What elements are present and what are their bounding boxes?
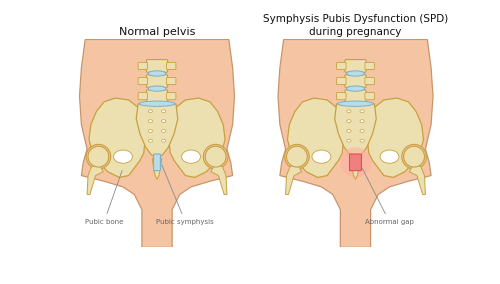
Ellipse shape xyxy=(114,150,132,163)
Polygon shape xyxy=(351,158,360,179)
FancyBboxPatch shape xyxy=(336,62,346,70)
Text: Pubic symphysis: Pubic symphysis xyxy=(156,165,214,225)
Ellipse shape xyxy=(148,86,166,91)
Polygon shape xyxy=(211,166,227,195)
Circle shape xyxy=(286,146,308,167)
Ellipse shape xyxy=(148,71,166,76)
Circle shape xyxy=(204,144,228,169)
Ellipse shape xyxy=(340,147,371,178)
FancyBboxPatch shape xyxy=(166,93,176,100)
FancyBboxPatch shape xyxy=(345,60,366,72)
FancyBboxPatch shape xyxy=(365,93,374,100)
Ellipse shape xyxy=(148,110,152,113)
Polygon shape xyxy=(288,98,343,178)
Polygon shape xyxy=(80,39,234,247)
Polygon shape xyxy=(278,39,433,247)
Ellipse shape xyxy=(139,101,175,106)
Ellipse shape xyxy=(360,139,364,142)
Polygon shape xyxy=(410,166,426,195)
FancyBboxPatch shape xyxy=(146,90,168,103)
Ellipse shape xyxy=(338,101,374,106)
Polygon shape xyxy=(286,166,302,195)
Ellipse shape xyxy=(312,150,331,163)
Polygon shape xyxy=(152,158,162,179)
FancyBboxPatch shape xyxy=(365,78,374,85)
Ellipse shape xyxy=(346,86,364,91)
Text: Pubic bone: Pubic bone xyxy=(85,171,124,225)
Polygon shape xyxy=(136,104,178,158)
Ellipse shape xyxy=(380,150,399,163)
Ellipse shape xyxy=(360,130,364,132)
Circle shape xyxy=(86,144,110,169)
Ellipse shape xyxy=(360,110,364,113)
Ellipse shape xyxy=(162,120,166,122)
FancyBboxPatch shape xyxy=(166,62,176,70)
Circle shape xyxy=(284,144,309,169)
FancyBboxPatch shape xyxy=(154,154,160,171)
Polygon shape xyxy=(170,98,225,178)
Circle shape xyxy=(408,151,420,162)
Polygon shape xyxy=(368,98,424,178)
FancyBboxPatch shape xyxy=(345,75,366,87)
FancyBboxPatch shape xyxy=(146,75,168,87)
FancyBboxPatch shape xyxy=(365,62,374,70)
Polygon shape xyxy=(87,166,103,195)
Polygon shape xyxy=(89,98,144,178)
Ellipse shape xyxy=(182,150,201,163)
FancyBboxPatch shape xyxy=(138,62,147,70)
Ellipse shape xyxy=(162,130,166,132)
Title: Symphysis Pubis Dysfunction (SPD)
during pregnancy: Symphysis Pubis Dysfunction (SPD) during… xyxy=(263,14,448,37)
FancyBboxPatch shape xyxy=(138,78,147,85)
Ellipse shape xyxy=(346,71,364,76)
Circle shape xyxy=(210,151,222,162)
Polygon shape xyxy=(334,104,376,158)
Circle shape xyxy=(205,146,226,167)
Ellipse shape xyxy=(162,110,166,113)
FancyBboxPatch shape xyxy=(350,154,362,171)
Ellipse shape xyxy=(347,120,351,122)
Circle shape xyxy=(92,151,104,162)
Ellipse shape xyxy=(347,130,351,132)
Ellipse shape xyxy=(347,110,351,113)
Ellipse shape xyxy=(360,120,364,122)
Ellipse shape xyxy=(347,139,351,142)
FancyBboxPatch shape xyxy=(336,93,346,100)
Title: Normal pelvis: Normal pelvis xyxy=(119,27,195,37)
Ellipse shape xyxy=(148,120,152,122)
Text: Abnormal gap: Abnormal gap xyxy=(362,169,414,225)
FancyBboxPatch shape xyxy=(166,78,176,85)
Ellipse shape xyxy=(162,139,166,142)
Ellipse shape xyxy=(148,139,152,142)
FancyBboxPatch shape xyxy=(336,78,346,85)
FancyBboxPatch shape xyxy=(345,90,366,103)
FancyBboxPatch shape xyxy=(146,60,168,72)
Circle shape xyxy=(402,144,426,169)
Ellipse shape xyxy=(148,130,152,132)
Circle shape xyxy=(291,151,302,162)
Circle shape xyxy=(88,146,109,167)
FancyBboxPatch shape xyxy=(138,93,147,100)
Circle shape xyxy=(404,146,424,167)
